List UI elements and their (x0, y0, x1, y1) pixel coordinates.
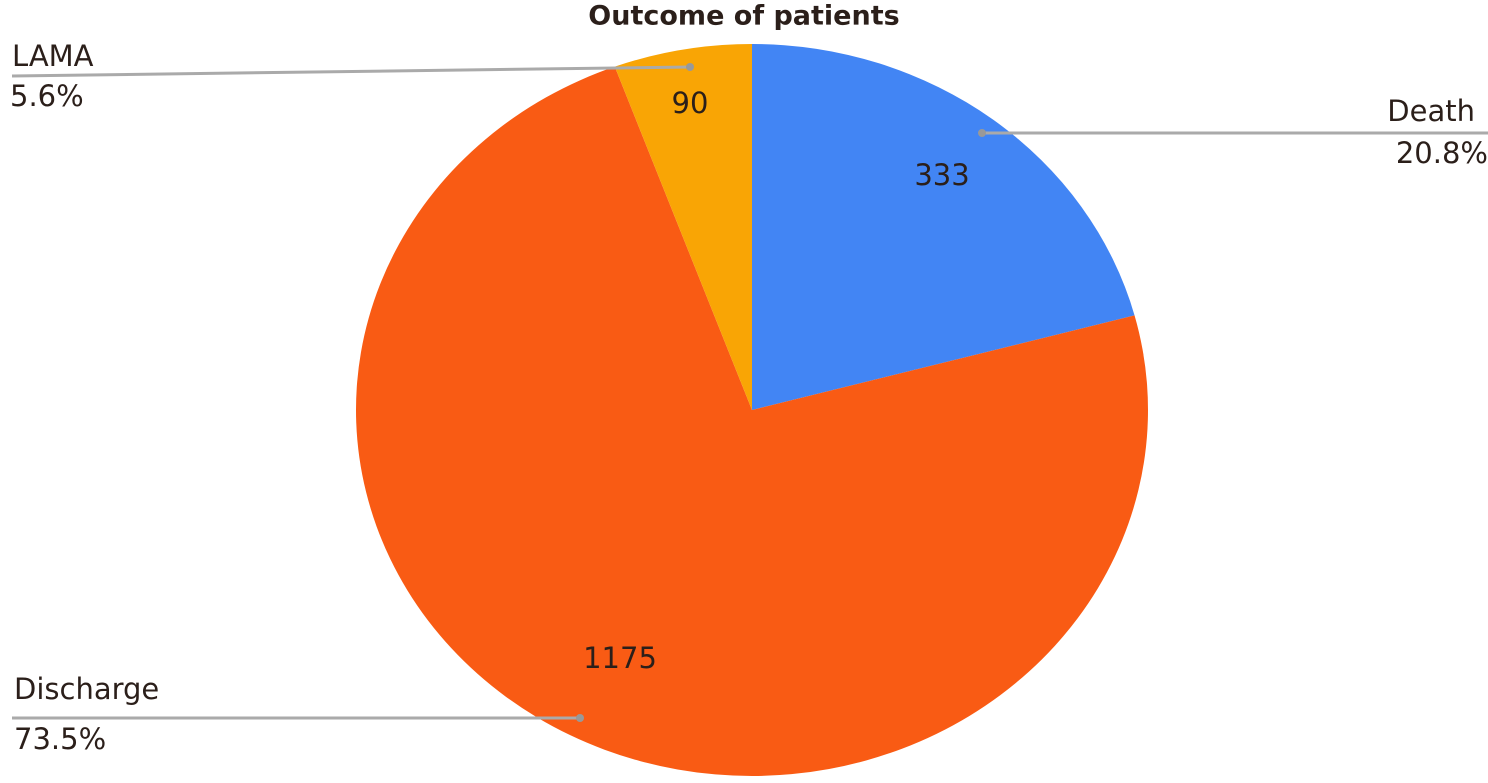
category-label: Death (1387, 94, 1475, 128)
category-label: LAMA (12, 39, 94, 73)
value-label: 90 (672, 86, 709, 120)
leader-dot (978, 129, 986, 137)
percent-label: 20.8% (1396, 136, 1488, 170)
leader-dot (686, 63, 694, 71)
pie-slice (356, 66, 1148, 776)
leader-line (11, 65, 691, 78)
leader-dot (576, 714, 584, 722)
pie-slice (614, 44, 752, 410)
chart-title: Outcome of patients (588, 1, 899, 32)
percent-label: 5.6% (10, 79, 84, 113)
percent-label: 73.5% (14, 722, 106, 756)
pie-slice (752, 44, 1135, 410)
value-label: 333 (914, 158, 969, 192)
value-label: 1175 (583, 641, 657, 675)
category-label: Discharge (14, 672, 159, 706)
